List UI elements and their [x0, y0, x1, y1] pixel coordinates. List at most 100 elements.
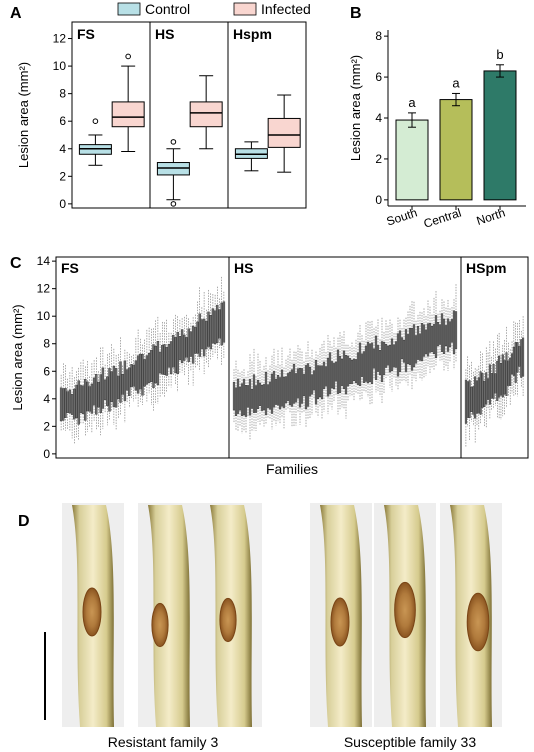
bar-north	[483, 70, 517, 201]
family-box	[189, 331, 193, 357]
group-label: FS	[61, 260, 79, 276]
family-box	[302, 374, 306, 397]
family-box	[416, 325, 420, 360]
family-box	[474, 376, 477, 419]
family-box	[376, 345, 380, 372]
family-box	[320, 365, 324, 400]
bar-south	[395, 119, 429, 201]
family-box	[270, 373, 274, 414]
family-box	[213, 310, 217, 345]
family-box	[324, 366, 328, 387]
family-box	[394, 341, 398, 368]
panel-a-ylabel: Lesion area (mm²)	[16, 62, 31, 168]
family-box	[169, 341, 173, 375]
family-box	[326, 357, 330, 397]
lesion-spot	[219, 597, 237, 643]
stem-photo	[374, 503, 436, 727]
family-box	[185, 337, 188, 358]
family-box	[272, 371, 276, 408]
legend-label-control: Control	[145, 1, 190, 17]
family-box	[472, 386, 475, 415]
family-box	[490, 373, 493, 399]
family-box	[150, 349, 153, 382]
family-box	[336, 349, 340, 394]
y-tick-label: 8	[375, 29, 382, 43]
family-box	[354, 359, 358, 383]
y-tick-label: 6	[43, 364, 50, 378]
family-box	[522, 337, 525, 377]
lesion-spot	[466, 592, 490, 652]
family-box	[187, 328, 190, 362]
family-box	[434, 315, 438, 358]
family-box	[352, 358, 356, 382]
family-box	[424, 329, 428, 354]
y-tick-label: 4	[43, 392, 50, 406]
family-box	[300, 368, 304, 404]
family-box	[442, 318, 446, 354]
family-box	[488, 364, 491, 405]
family-box	[344, 355, 348, 395]
family-box	[234, 387, 238, 416]
family-box	[507, 360, 510, 386]
family-box	[178, 336, 182, 361]
family-box	[464, 379, 467, 424]
family-box	[454, 311, 458, 349]
family-box	[262, 384, 266, 411]
family-box	[292, 364, 296, 404]
y-tick-label: 8	[59, 87, 66, 101]
stem-photo	[138, 503, 200, 727]
family-box	[310, 374, 314, 395]
family-box	[364, 345, 368, 382]
outlier-point	[125, 53, 131, 60]
family-box	[496, 360, 499, 401]
family-box	[274, 378, 278, 405]
family-box	[238, 386, 242, 411]
family-box	[388, 344, 392, 373]
family-box	[64, 388, 67, 418]
family-box	[368, 343, 372, 382]
stem-photo	[200, 503, 262, 727]
family-box	[266, 384, 270, 408]
family-box	[70, 393, 74, 415]
family-box	[410, 327, 414, 371]
family-box	[330, 361, 334, 389]
group-label: HS	[234, 260, 253, 276]
family-box	[101, 367, 105, 409]
panel-a-frame	[71, 21, 307, 209]
family-box	[412, 324, 416, 368]
family-box	[134, 360, 138, 391]
family-box	[99, 374, 102, 413]
family-box	[366, 341, 370, 384]
panel-c-label: C	[10, 255, 22, 272]
family-box	[165, 346, 168, 376]
family-box	[509, 357, 512, 386]
lesion-spot	[151, 602, 169, 648]
family-box	[147, 353, 151, 384]
outlier-point	[92, 118, 99, 124]
significance-letter: a	[452, 75, 460, 90]
family-box	[396, 333, 400, 377]
legend-swatch-infected	[233, 2, 257, 16]
family-box	[220, 302, 223, 346]
family-box	[328, 352, 332, 395]
family-box	[68, 389, 72, 414]
family-box	[485, 372, 488, 405]
family-box	[346, 355, 350, 387]
legend-label-infected: Infected	[261, 1, 311, 17]
bar-central	[439, 99, 473, 201]
family-box	[108, 368, 111, 412]
family-boxes-hspm	[464, 316, 525, 447]
y-tick-label: 4	[375, 111, 382, 125]
y-tick-label: 10	[37, 309, 51, 323]
family-box	[222, 301, 226, 343]
family-box	[481, 373, 484, 408]
lesion-spot	[394, 581, 416, 639]
panel-c-ylabel: Lesion area (mm²)	[10, 304, 25, 410]
family-box	[316, 365, 320, 399]
family-box	[75, 384, 78, 419]
family-box	[350, 359, 354, 384]
family-box	[152, 344, 155, 388]
family-box	[483, 380, 486, 407]
family-box	[125, 369, 129, 391]
panel-d-label: D	[18, 513, 30, 530]
